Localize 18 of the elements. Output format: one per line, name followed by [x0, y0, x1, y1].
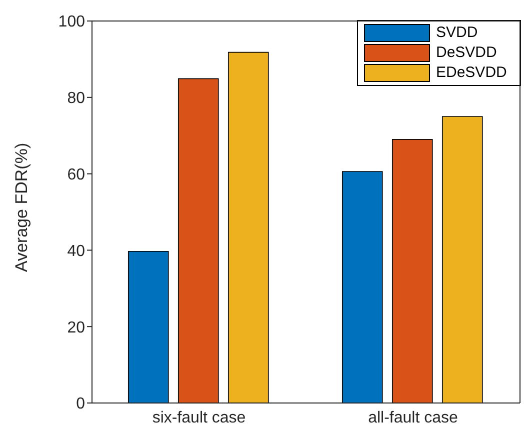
legend-label: SVDD [436, 23, 478, 43]
y-tick-label: 0 [76, 396, 86, 413]
legend-label: EDeSVDD [436, 63, 507, 83]
bar [228, 52, 269, 403]
bar [442, 116, 483, 403]
bar [342, 171, 383, 403]
y-axis-title: Average FDR(%) [12, 142, 32, 272]
y-tick-label: 20 [67, 319, 86, 336]
y-tick-label: 100 [58, 14, 86, 31]
y-tick-label: 40 [67, 242, 86, 260]
bar [128, 250, 169, 403]
legend-label: DeSVDD [436, 43, 497, 63]
x-tick-label: six-fault case [152, 409, 246, 426]
y-tick-label: 80 [67, 90, 86, 108]
bar [392, 139, 433, 403]
y-tick-label: 60 [67, 166, 86, 184]
x-tick-label: all-fault case [368, 409, 458, 426]
bar [178, 78, 219, 403]
